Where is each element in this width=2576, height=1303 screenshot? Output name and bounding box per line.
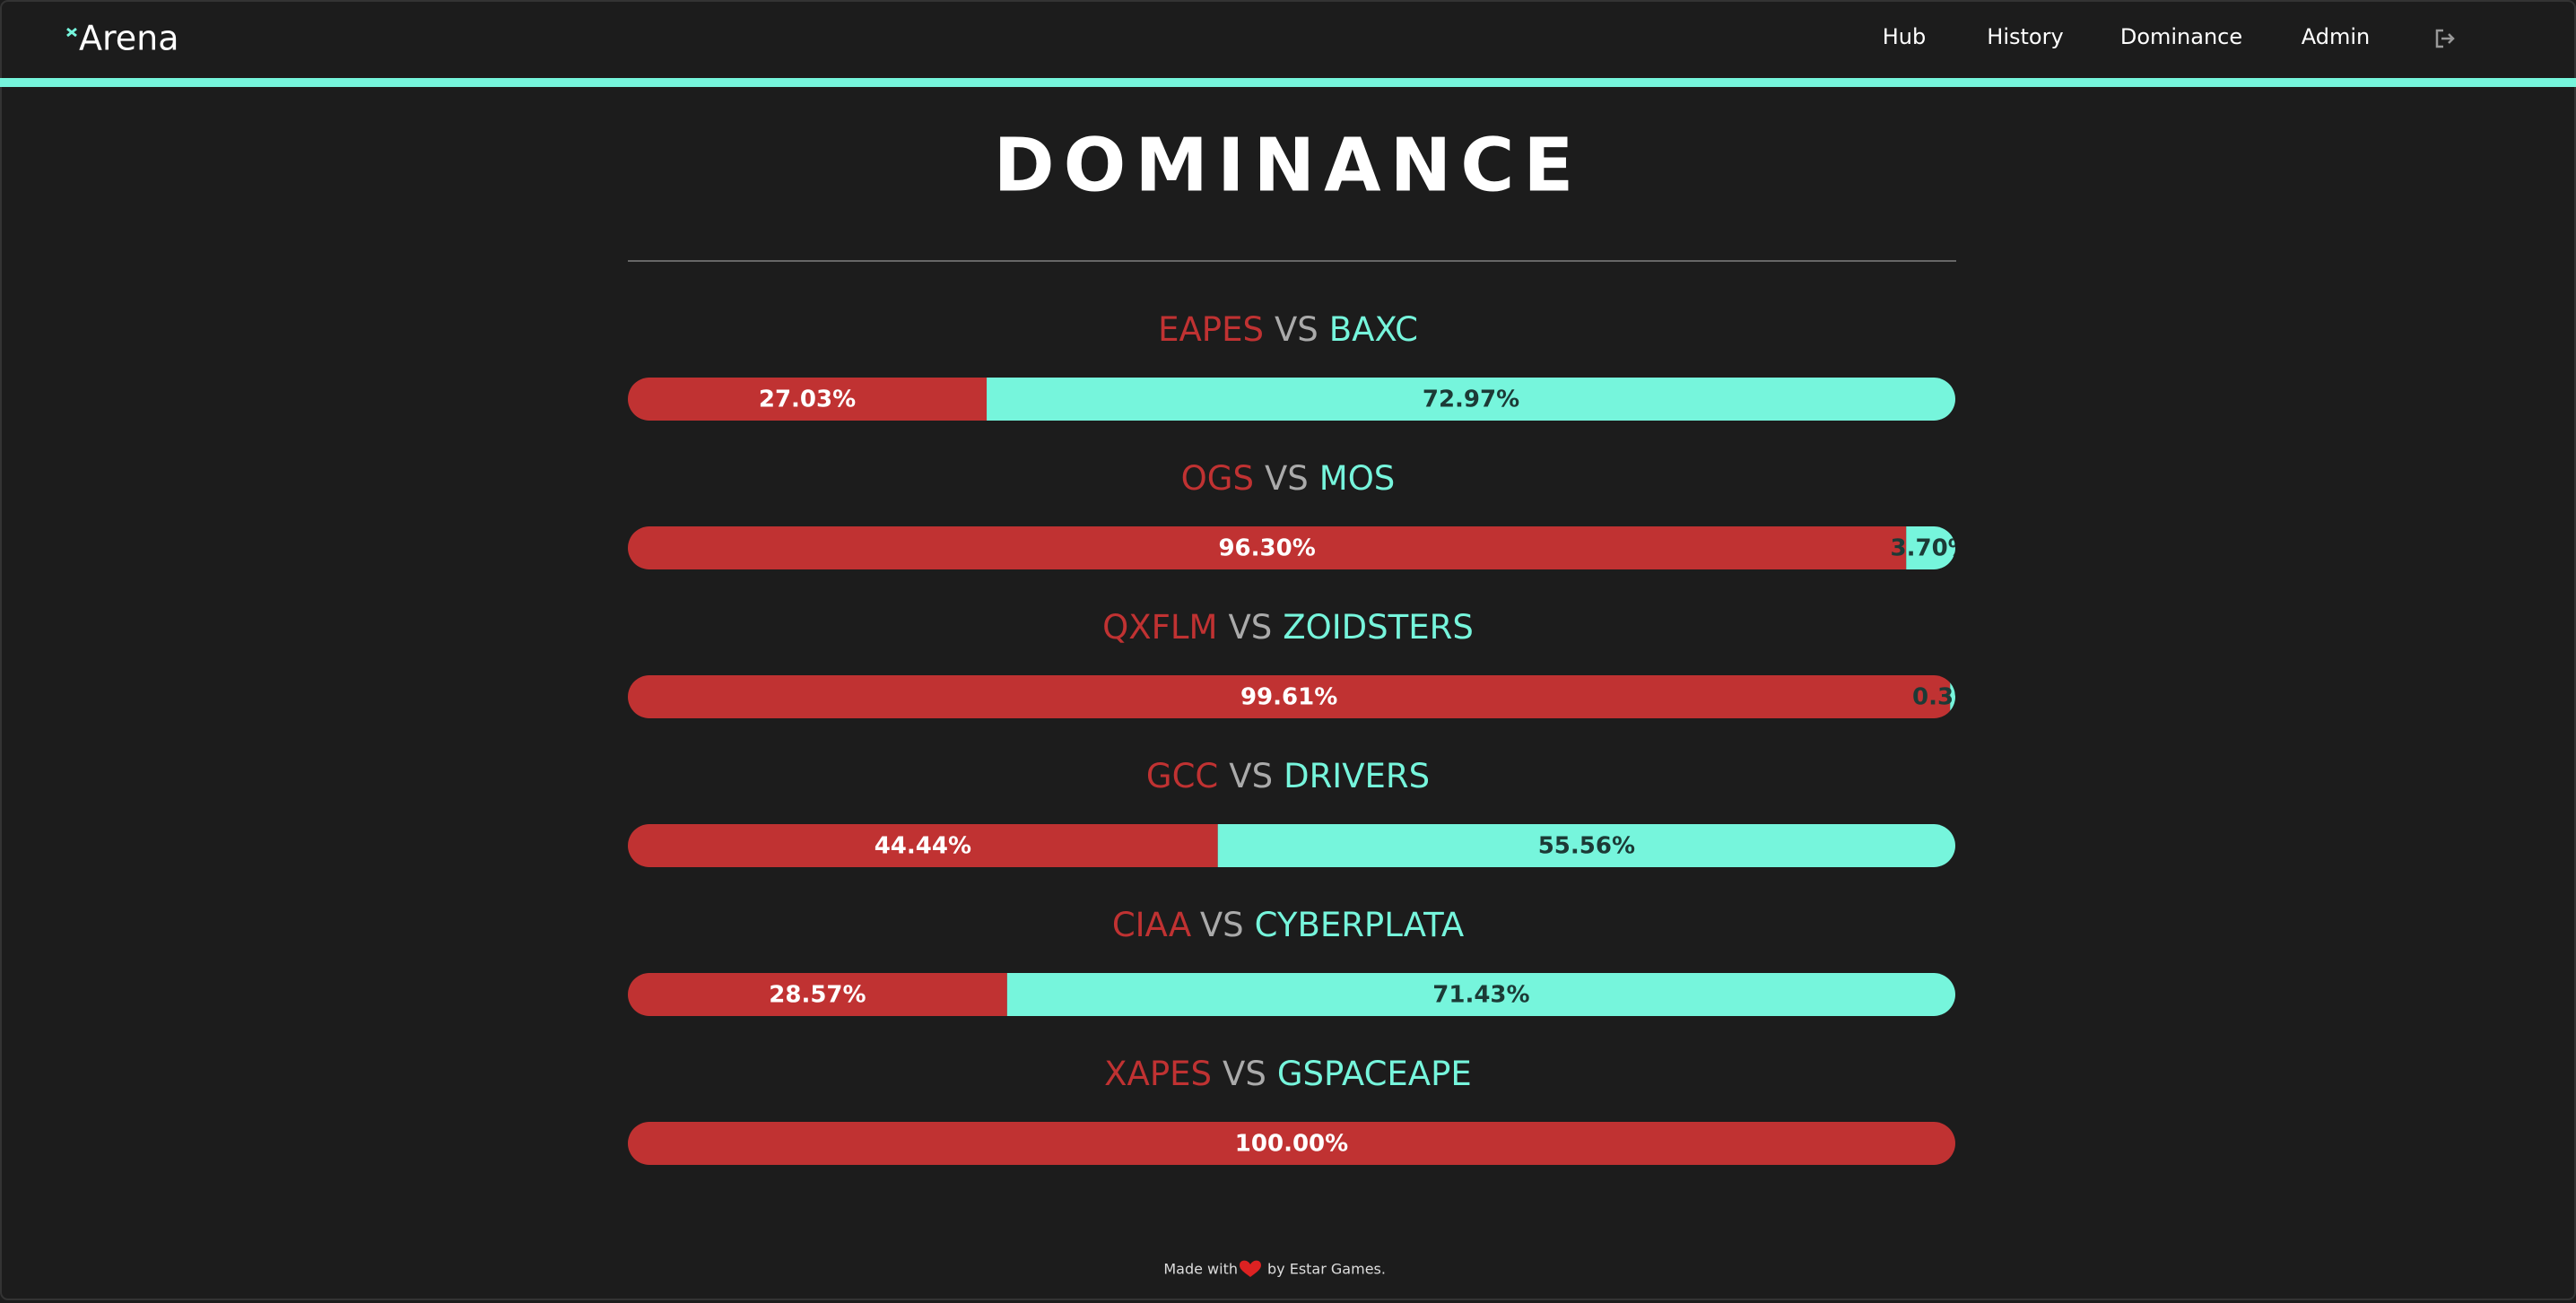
heart-icon <box>1240 1260 1261 1277</box>
team-left: CIAA <box>1112 906 1191 944</box>
team-left: QXFLM <box>1102 608 1217 647</box>
team-left: EAPES <box>1158 310 1264 349</box>
bar-label-left: 99.61% <box>1240 684 1337 711</box>
matchup-heading: CIAA VS CYBERPLATA <box>1112 906 1464 944</box>
nav-link[interactable]: Hub <box>1883 24 1927 49</box>
dominance-bar: 27.03% 72.97% <box>628 378 1955 421</box>
nav-link[interactable]: Dominance <box>2120 24 2242 49</box>
bar-left <box>628 824 1218 867</box>
bar-left <box>628 378 988 421</box>
team-left: GCC <box>1146 757 1218 795</box>
logo-mark <box>66 27 77 38</box>
vs: VS <box>1223 1055 1266 1093</box>
vs: VS <box>1200 906 1244 944</box>
matchup-heading: OGS VS MOS <box>1181 459 1396 498</box>
nav: Hub History Dominance Admin <box>1883 24 2371 49</box>
team-left: OGS <box>1181 459 1254 498</box>
logo[interactable]: Arena <box>79 19 179 58</box>
bar-right <box>1950 675 1955 718</box>
team-right: MOS <box>1319 459 1396 498</box>
logout-icon[interactable] <box>2435 29 2455 48</box>
bar-label-right: 0.39% <box>1912 684 1993 711</box>
vs: VS <box>1265 459 1309 498</box>
vs: VS <box>1275 310 1318 349</box>
matchup-heading: QXFLM VS ZOIDSTERS <box>1102 608 1474 647</box>
bar-right <box>1217 824 1955 867</box>
bar-right <box>1006 973 1955 1016</box>
nav-underline <box>0 78 2576 87</box>
matchup-heading: XAPES VS GSPACEAPE <box>1104 1055 1472 1093</box>
bar-left <box>628 1122 1955 1165</box>
bar-label-left: 96.30% <box>1218 535 1315 562</box>
matchup-heading: GCC VS DRIVERS <box>1146 757 1430 795</box>
footer-text: by Estar Games. <box>1267 1261 1386 1278</box>
team-right: CYBERPLATA <box>1255 906 1465 944</box>
bar-label-right: 71.43% <box>1432 982 1529 1009</box>
bar-label-right: 3.70% <box>1891 535 1971 562</box>
dominance-bar: 96.30% 3.70% <box>628 526 1971 569</box>
vs: VS <box>1229 757 1273 795</box>
bar-left <box>628 675 1951 718</box>
bar-label-right: 55.56% <box>1538 833 1635 860</box>
nav-link[interactable]: History <box>1987 24 2063 49</box>
bar-label-left: 100.00% <box>1235 1131 1348 1158</box>
bar-left <box>628 973 1007 1016</box>
team-right: ZOIDSTERS <box>1283 608 1474 647</box>
page-title: DOMINANCE <box>994 123 1583 208</box>
nav-link[interactable]: Admin <box>2302 24 2371 49</box>
team-left: XAPES <box>1104 1055 1212 1093</box>
bar-label-left: 27.03% <box>759 387 856 413</box>
footer-text: Made with <box>1163 1261 1238 1278</box>
dominance-bar: 28.57% 71.43% <box>628 973 1955 1016</box>
bar-label-right: 72.97% <box>1423 387 1519 413</box>
bar-right <box>987 378 1955 421</box>
bar-label-left: 28.57% <box>769 982 866 1009</box>
team-right: DRIVERS <box>1284 757 1430 795</box>
matchups: EAPES VS BAXC 27.03% 72.97% OGS VS MOS 96.30% 3.7… <box>628 310 1993 1165</box>
dominance-bar: 44.44% 55.56% <box>628 824 1955 867</box>
vs: VS <box>1228 608 1272 647</box>
bar-right <box>1906 526 1955 569</box>
dominance-bar: 99.61% 0.39% <box>628 675 1993 718</box>
dominance-bar: 100.00% <box>628 1122 1955 1165</box>
bar-left <box>628 526 1907 569</box>
team-right: GSPACEAPE <box>1277 1055 1472 1093</box>
team-right: BAXC <box>1329 310 1418 349</box>
matchup-heading: EAPES VS BAXC <box>1158 310 1418 349</box>
bar-label-left: 44.44% <box>875 833 971 860</box>
